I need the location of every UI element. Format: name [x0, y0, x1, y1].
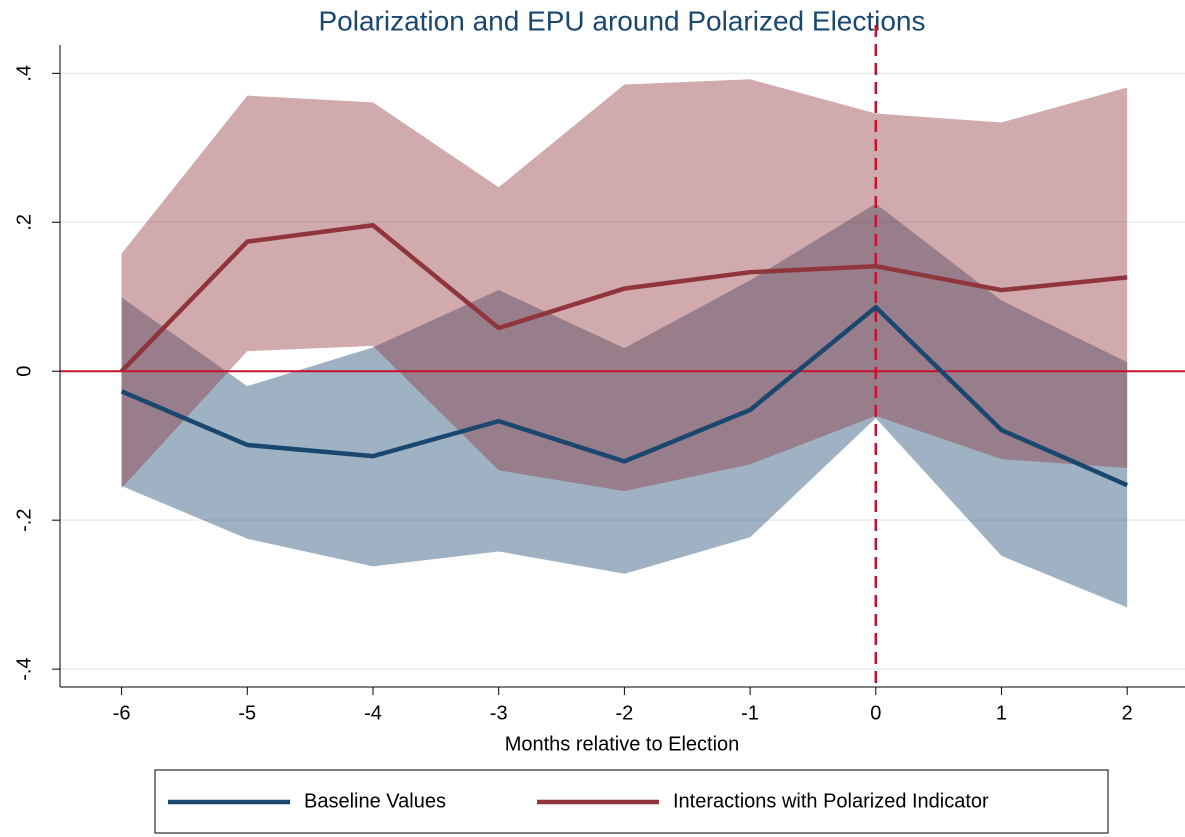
- x-tick-label: -5: [238, 702, 256, 724]
- series-line: [120, 304, 1129, 488]
- x-tick-label: -1: [741, 702, 759, 724]
- x-tick-label: -6: [113, 702, 131, 724]
- x-tick-label: -4: [364, 702, 382, 724]
- y-tick-label: .2: [13, 214, 35, 231]
- y-tick-label: -.4: [13, 657, 35, 680]
- legend-label: Interactions with Polarized Indicator: [673, 790, 989, 812]
- x-tick-label: 0: [870, 702, 881, 724]
- y-tick-label: .4: [13, 65, 35, 82]
- x-tick-label: -2: [615, 702, 633, 724]
- confidence-band: [121, 203, 1128, 608]
- y-tick-label: 0: [13, 366, 35, 377]
- y-tick-label: -.2: [13, 509, 35, 532]
- chart-title: Polarization and EPU around Polarized El…: [318, 5, 925, 36]
- x-axis-label: Months relative to Election: [505, 733, 740, 755]
- series-line: [119, 223, 1128, 373]
- legend-label: Baseline Values: [304, 790, 446, 812]
- x-tick-label: -3: [490, 702, 508, 724]
- x-tick-label: 1: [996, 702, 1007, 724]
- x-tick-label: 2: [1122, 702, 1133, 724]
